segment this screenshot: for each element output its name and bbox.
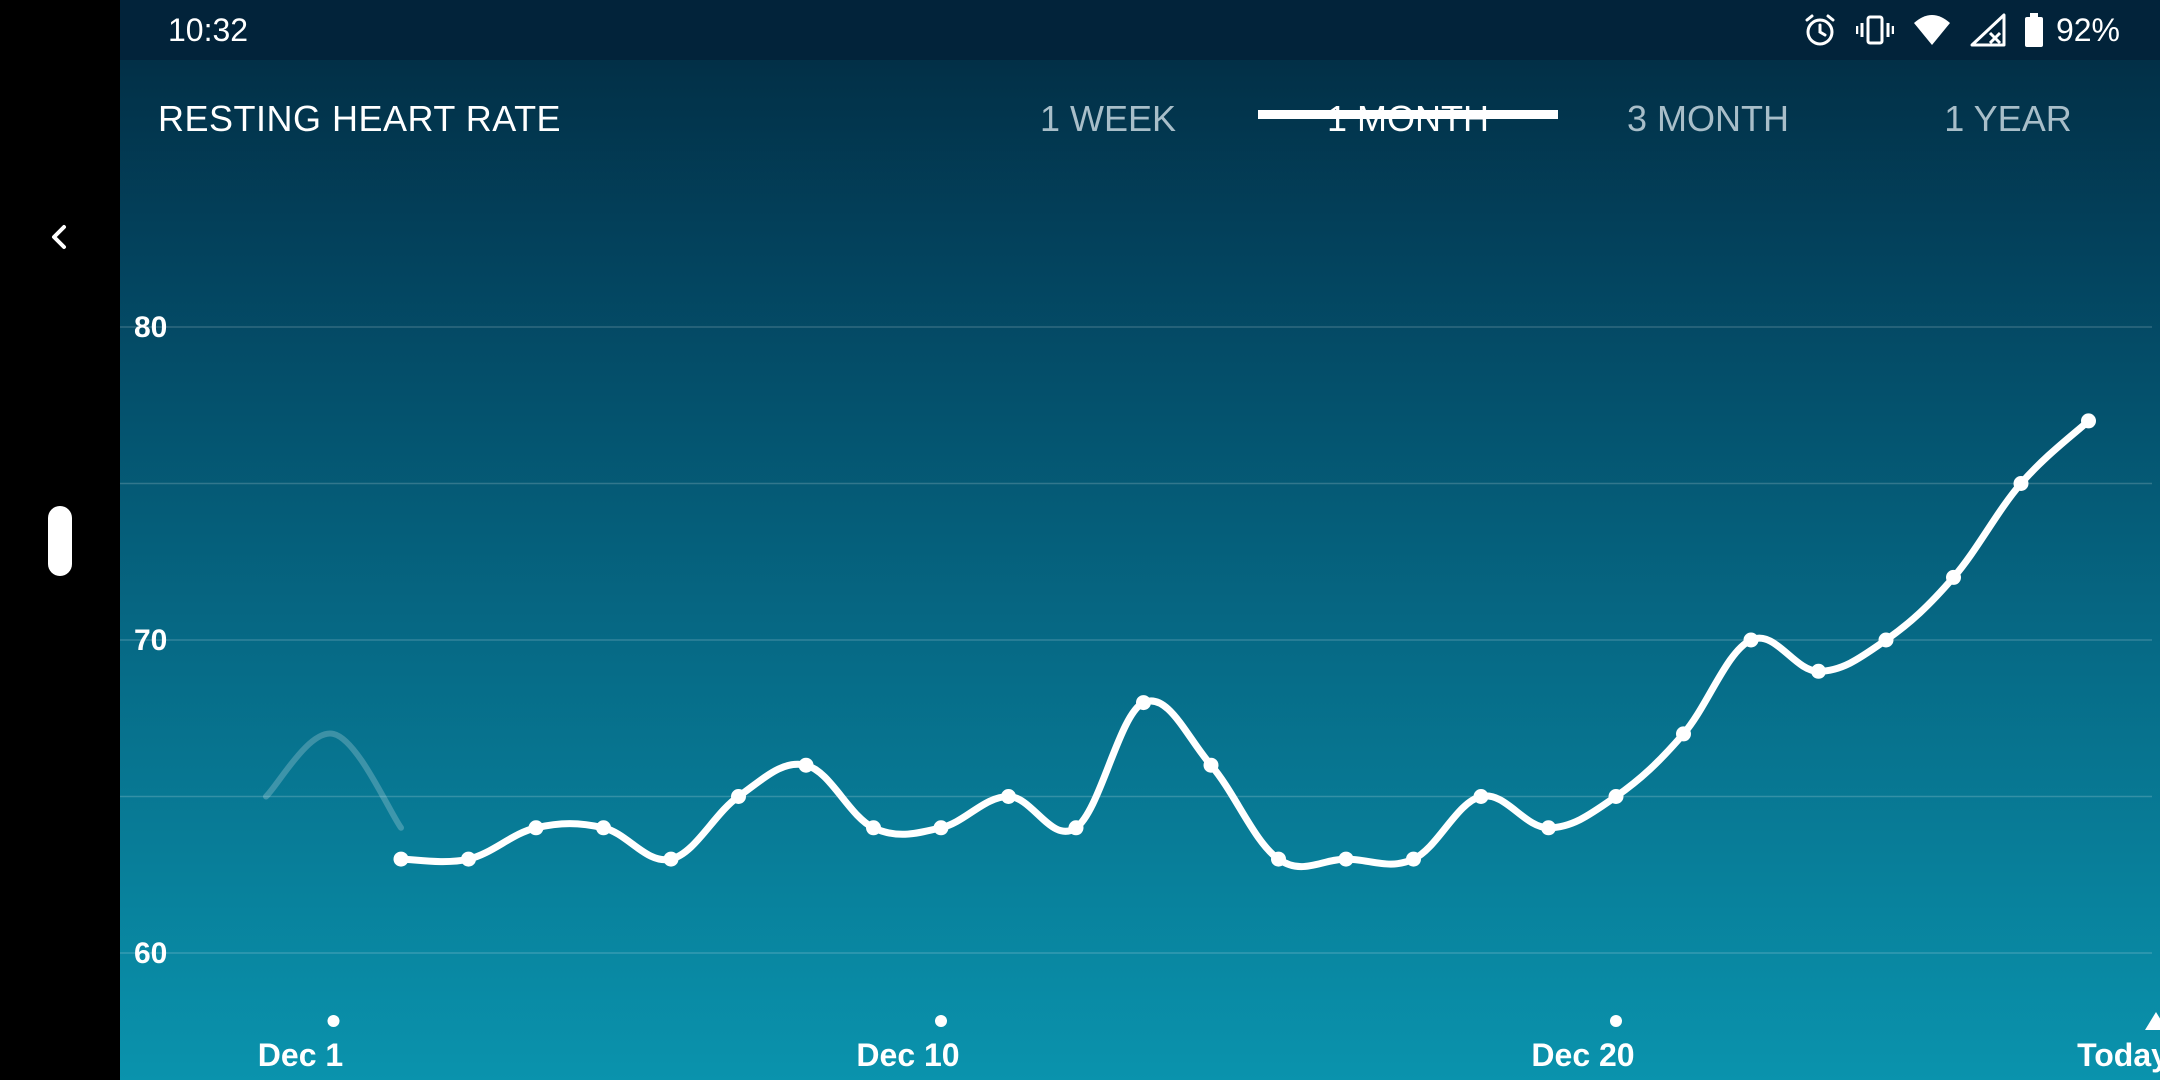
data-point[interactable] (2013, 476, 2029, 491)
data-point[interactable] (1878, 632, 1894, 648)
data-point[interactable] (1676, 726, 1691, 742)
status-icons: 92% (1802, 10, 2120, 50)
no-signal-icon (1970, 13, 2006, 47)
x-axis-ticks: Dec 1 Dec 10 Dec 20 Today (258, 1012, 2160, 1073)
data-point[interactable] (1068, 820, 1084, 836)
data-point[interactable] (596, 820, 611, 836)
data-point[interactable] (393, 851, 409, 867)
tab-1-year[interactable]: 1 YEAR (1944, 98, 2072, 139)
data-point[interactable] (663, 851, 679, 867)
faded-lead-in-line (263, 730, 404, 831)
system-nav-bar (0, 0, 120, 1080)
x-tick-label: Dec 10 (856, 1037, 959, 1073)
data-point[interactable] (1811, 663, 1826, 679)
y-tick-label: 70 (134, 624, 167, 657)
tab-3-month[interactable]: 3 MONTH (1627, 98, 1789, 139)
x-tick-label: Dec 20 (1531, 1037, 1634, 1073)
grid-lines (120, 326, 2152, 954)
series-line (397, 417, 2092, 871)
data-point[interactable] (798, 757, 814, 773)
data-point[interactable] (528, 820, 544, 836)
header: RESTING HEART RATE 1 WEEK 1 MONTH 3 MONT… (120, 60, 2160, 180)
data-point[interactable] (1743, 632, 1759, 648)
alarm-icon (1805, 14, 1835, 46)
data-point[interactable] (866, 820, 881, 836)
y-axis-ticks: 60 70 80 (134, 311, 167, 970)
x-tick-label: Dec 1 (258, 1037, 343, 1073)
back-button[interactable] (40, 215, 80, 259)
data-point[interactable] (1406, 851, 1421, 867)
chevron-left-icon (52, 225, 66, 249)
page-title: RESTING HEART RATE (158, 98, 562, 139)
data-point[interactable] (1608, 789, 1624, 804)
data-point[interactable] (1001, 789, 1016, 804)
data-point[interactable] (1338, 851, 1354, 867)
data-points (393, 413, 2096, 867)
x-tick-marker (935, 1015, 947, 1027)
wifi-icon (1913, 15, 1950, 45)
data-point[interactable] (933, 820, 949, 836)
active-tab-indicator (1258, 110, 1558, 119)
app-content: 10:32 (120, 0, 2160, 1080)
data-point[interactable] (1203, 757, 1219, 773)
data-point[interactable] (1946, 569, 1961, 585)
data-point[interactable] (461, 851, 476, 867)
heart-rate-line (397, 417, 2092, 871)
data-point[interactable] (2081, 413, 2096, 429)
y-tick-label: 60 (134, 937, 167, 970)
vibrate-icon (1855, 15, 1894, 45)
data-point[interactable] (1271, 851, 1286, 867)
battery-percent: 92% (2055, 11, 2120, 48)
status-time: 10:32 (168, 12, 249, 48)
data-point[interactable] (1136, 695, 1151, 711)
data-point[interactable] (1541, 820, 1556, 836)
battery-icon (2024, 13, 2043, 47)
status-bar: 10:32 (120, 0, 2160, 60)
data-point[interactable] (731, 789, 746, 804)
heart-rate-chart[interactable]: 60 70 80 Dec 1 Dec 10 Dec 20 Today (120, 0, 2160, 1080)
faded-lead-in (263, 730, 404, 831)
x-tick-marker (1610, 1015, 1622, 1027)
tab-1-week[interactable]: 1 WEEK (1039, 98, 1177, 139)
x-tick-marker (327, 1015, 340, 1027)
x-tick-label: Today (2077, 1037, 2160, 1073)
home-pill-icon[interactable] (48, 506, 72, 576)
y-tick-label: 80 (134, 311, 167, 344)
today-marker-icon (2145, 1012, 2160, 1030)
data-point[interactable] (1473, 789, 1489, 804)
